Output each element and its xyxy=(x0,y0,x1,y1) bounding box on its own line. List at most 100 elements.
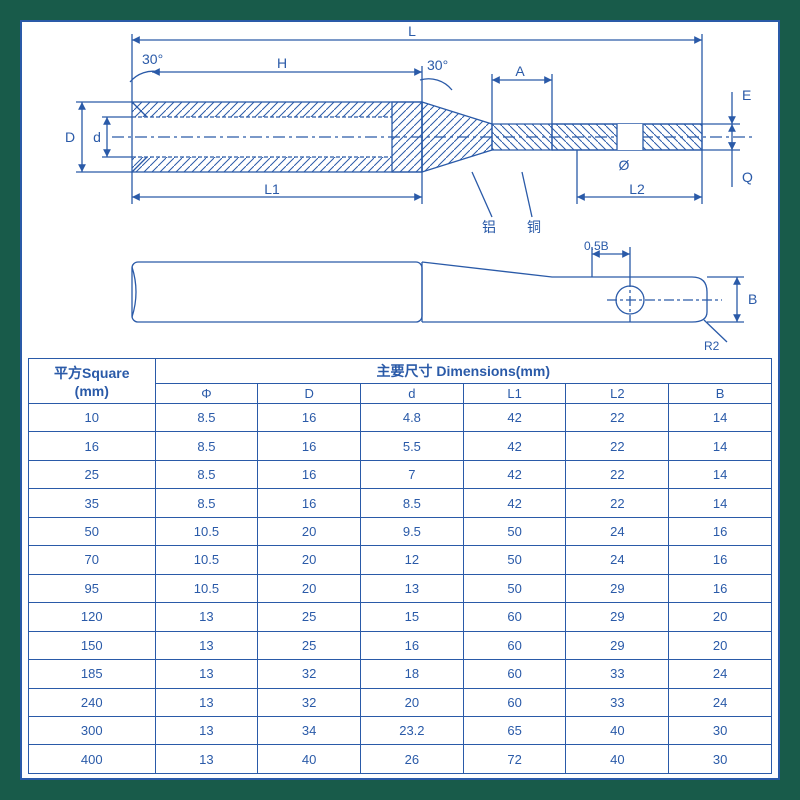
table-cell: 42 xyxy=(463,432,566,460)
col-B: B xyxy=(669,384,772,404)
svg-text:30°: 30° xyxy=(142,51,163,67)
table-cell: 42 xyxy=(463,489,566,517)
table-cell: 29 xyxy=(566,574,669,602)
table-cell: 25 xyxy=(258,631,361,659)
diagram-svg: L H 30° 30° A xyxy=(22,22,778,352)
table-cell: 16 xyxy=(258,489,361,517)
table-cell: 22 xyxy=(566,432,669,460)
table-cell: 34 xyxy=(258,716,361,744)
table-cell: 30 xyxy=(669,745,772,774)
table-cell: 24 xyxy=(566,546,669,574)
table-cell: 10.5 xyxy=(155,574,258,602)
table-cell: 13 xyxy=(155,631,258,659)
table-cell: 26 xyxy=(361,745,464,774)
table-cell: 25 xyxy=(29,460,156,488)
table-cell: 10.5 xyxy=(155,517,258,545)
table-cell: 12 xyxy=(361,546,464,574)
table-cell: 32 xyxy=(258,660,361,688)
table-cell: 14 xyxy=(669,404,772,432)
table-cell: 20 xyxy=(258,546,361,574)
table-cell: 24 xyxy=(669,660,772,688)
table-cell: 65 xyxy=(463,716,566,744)
table-cell: 5.5 xyxy=(361,432,464,460)
table-cell: 20 xyxy=(669,631,772,659)
table-cell: 70 xyxy=(29,546,156,574)
table-cell: 9.5 xyxy=(361,517,464,545)
table-cell: 95 xyxy=(29,574,156,602)
svg-text:R2: R2 xyxy=(704,339,720,352)
table-cell: 14 xyxy=(669,489,772,517)
table-row: 9510.52013502916 xyxy=(29,574,772,602)
table-cell: 33 xyxy=(566,688,669,716)
table-cell: 4.8 xyxy=(361,404,464,432)
table-cell: 14 xyxy=(669,460,772,488)
table-cell: 40 xyxy=(258,745,361,774)
table-cell: 150 xyxy=(29,631,156,659)
table-cell: 20 xyxy=(258,574,361,602)
table-cell: 8.5 xyxy=(155,404,258,432)
table-cell: 60 xyxy=(463,660,566,688)
table-cell: 42 xyxy=(463,404,566,432)
table-cell: 14 xyxy=(669,432,772,460)
table-header-row-1: 平方Square (mm) 主要尺寸 Dimensions(mm) xyxy=(29,359,772,384)
table-cell: 13 xyxy=(155,688,258,716)
svg-text:Ø: Ø xyxy=(619,157,630,173)
svg-text:L1: L1 xyxy=(264,181,280,197)
table-cell: 22 xyxy=(566,460,669,488)
col-L2: L2 xyxy=(566,384,669,404)
table-cell: 13 xyxy=(155,603,258,631)
table-cell: 300 xyxy=(29,716,156,744)
table-cell: 40 xyxy=(566,716,669,744)
col-D: D xyxy=(258,384,361,404)
svg-text:Q: Q xyxy=(742,169,753,185)
table-cell: 10.5 xyxy=(155,546,258,574)
svg-text:H: H xyxy=(277,55,287,71)
table-cell: 16 xyxy=(258,460,361,488)
table-cell: 50 xyxy=(29,517,156,545)
table-row: 5010.5209.5502416 xyxy=(29,517,772,545)
table-cell: 22 xyxy=(566,404,669,432)
table-cell: 8.5 xyxy=(155,460,258,488)
table-row: 258.5167422214 xyxy=(29,460,772,488)
table-cell: 16 xyxy=(361,631,464,659)
table-cell: 120 xyxy=(29,603,156,631)
table-row: 185133218603324 xyxy=(29,660,772,688)
table-cell: 50 xyxy=(463,546,566,574)
table-cell: 42 xyxy=(463,460,566,488)
table-cell: 60 xyxy=(463,603,566,631)
engineering-diagram: L H 30° 30° A xyxy=(22,22,778,352)
table-cell: 30 xyxy=(669,716,772,744)
table-cell: 50 xyxy=(463,517,566,545)
table-cell: 16 xyxy=(669,574,772,602)
table-cell: 13 xyxy=(155,660,258,688)
table-cell: 13 xyxy=(155,716,258,744)
table-cell: 35 xyxy=(29,489,156,517)
table-body: 108.5164.8422214168.5165.5422214258.5167… xyxy=(29,404,772,774)
svg-text:A: A xyxy=(515,63,525,79)
table-cell: 8.5 xyxy=(155,432,258,460)
svg-text:L: L xyxy=(408,23,416,39)
table-cell: 16 xyxy=(29,432,156,460)
table-row: 240133220603324 xyxy=(29,688,772,716)
svg-text:30°: 30° xyxy=(427,57,448,73)
dimensions-table: 平方Square (mm) 主要尺寸 Dimensions(mm) Φ D d … xyxy=(28,358,772,774)
table-row: 300133423.2654030 xyxy=(29,716,772,744)
table-cell: 40 xyxy=(566,745,669,774)
svg-text:铜: 铜 xyxy=(527,219,541,235)
svg-text:L2: L2 xyxy=(629,181,645,197)
col-L1: L1 xyxy=(463,384,566,404)
table-cell: 20 xyxy=(258,517,361,545)
table-cell: 50 xyxy=(463,574,566,602)
table-cell: 29 xyxy=(566,631,669,659)
table-row: 400134026724030 xyxy=(29,745,772,774)
svg-text:d: d xyxy=(93,129,101,145)
table-cell: 400 xyxy=(29,745,156,774)
table-cell: 60 xyxy=(463,688,566,716)
svg-text:E: E xyxy=(742,87,751,103)
table-cell: 29 xyxy=(566,603,669,631)
header-square: 平方Square (mm) xyxy=(29,359,156,404)
table-cell: 20 xyxy=(669,603,772,631)
table-cell: 185 xyxy=(29,660,156,688)
table-cell: 7 xyxy=(361,460,464,488)
table-cell: 32 xyxy=(258,688,361,716)
